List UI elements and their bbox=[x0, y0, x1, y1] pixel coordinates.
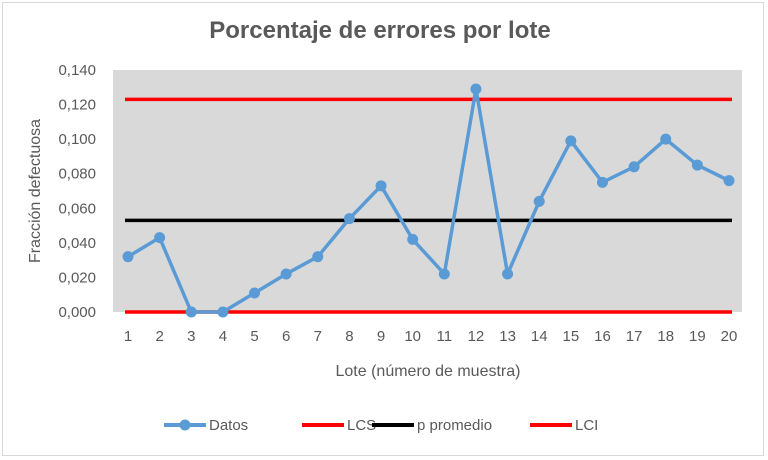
legend: Datos LCS p promedio LCI bbox=[164, 417, 598, 434]
y-tick-label: 0,100 bbox=[58, 131, 96, 148]
data-point bbox=[470, 83, 482, 95]
y-axis-label: Fracción defectuosa bbox=[27, 119, 44, 263]
data-point bbox=[217, 306, 229, 318]
data-point bbox=[249, 287, 261, 299]
x-tick-label: 9 bbox=[377, 328, 385, 345]
data-point bbox=[438, 268, 450, 280]
x-tick-label: 2 bbox=[155, 328, 163, 345]
plot-area bbox=[113, 70, 742, 312]
y-tick-label: 0,140 bbox=[58, 62, 96, 79]
x-tick-labels: 1 2 3 4 5 6 7 8 9 10 11 12 13 14 15 16 17 18 19 20 bbox=[124, 328, 738, 345]
x-tick-label: 7 bbox=[314, 328, 322, 345]
legend-label-lcs: LCS bbox=[347, 417, 376, 434]
y-tick-label: 0,120 bbox=[58, 97, 96, 114]
data-point bbox=[565, 135, 577, 147]
data-point bbox=[154, 232, 166, 244]
data-point bbox=[407, 233, 419, 245]
x-tick-label: 3 bbox=[187, 328, 195, 345]
data-point bbox=[375, 180, 387, 192]
data-point bbox=[533, 195, 545, 207]
x-tick-label: 15 bbox=[562, 328, 579, 345]
data-point bbox=[312, 251, 324, 263]
y-tick-label: 0,020 bbox=[58, 269, 96, 286]
x-tick-label: 4 bbox=[219, 328, 227, 345]
chart-title: Porcentaje de errores por lote bbox=[209, 17, 550, 44]
x-tick-label: 14 bbox=[531, 328, 548, 345]
x-tick-label: 5 bbox=[250, 328, 258, 345]
data-point bbox=[502, 268, 514, 280]
y-tick-label: 0,060 bbox=[58, 200, 96, 217]
x-tick-label: 17 bbox=[626, 328, 643, 345]
x-tick-label: 12 bbox=[468, 328, 485, 345]
legend-label-lci: LCI bbox=[575, 417, 598, 434]
data-point bbox=[691, 159, 703, 171]
series-line-datos bbox=[127, 87, 730, 314]
x-tick-label: 8 bbox=[345, 328, 353, 345]
legend-label-datos: Datos bbox=[209, 417, 248, 434]
x-tick-label: 19 bbox=[689, 328, 706, 345]
data-point bbox=[343, 213, 355, 225]
y-tick-label: 0,080 bbox=[58, 166, 96, 183]
x-tick-label: 16 bbox=[594, 328, 611, 345]
y-tick-label: 0,000 bbox=[58, 304, 96, 321]
data-point bbox=[596, 176, 608, 188]
x-tick-label: 6 bbox=[282, 328, 290, 345]
x-tick-label: 13 bbox=[499, 328, 516, 345]
series-layer bbox=[122, 83, 735, 318]
data-point bbox=[628, 161, 640, 173]
data-point bbox=[280, 268, 292, 280]
y-tick-labels: 0,000 0,020 0,040 0,060 0,080 0,100 0,120 0,140 bbox=[58, 62, 96, 321]
data-point bbox=[660, 133, 672, 145]
legend-marker bbox=[179, 419, 191, 431]
x-axis-label: Lote (número de muestra) bbox=[336, 363, 521, 380]
x-tick-label: 11 bbox=[437, 328, 453, 345]
data-point bbox=[185, 306, 197, 318]
legend-label-p-promedio: p promedio bbox=[417, 417, 492, 434]
y-tick-label: 0,040 bbox=[58, 235, 96, 252]
x-tick-label: 18 bbox=[657, 328, 674, 345]
data-point bbox=[723, 175, 735, 187]
x-tick-label: 20 bbox=[721, 328, 738, 345]
x-tick-label: 10 bbox=[404, 328, 421, 345]
data-point bbox=[122, 251, 134, 263]
x-tick-label: 1 bbox=[124, 328, 132, 345]
